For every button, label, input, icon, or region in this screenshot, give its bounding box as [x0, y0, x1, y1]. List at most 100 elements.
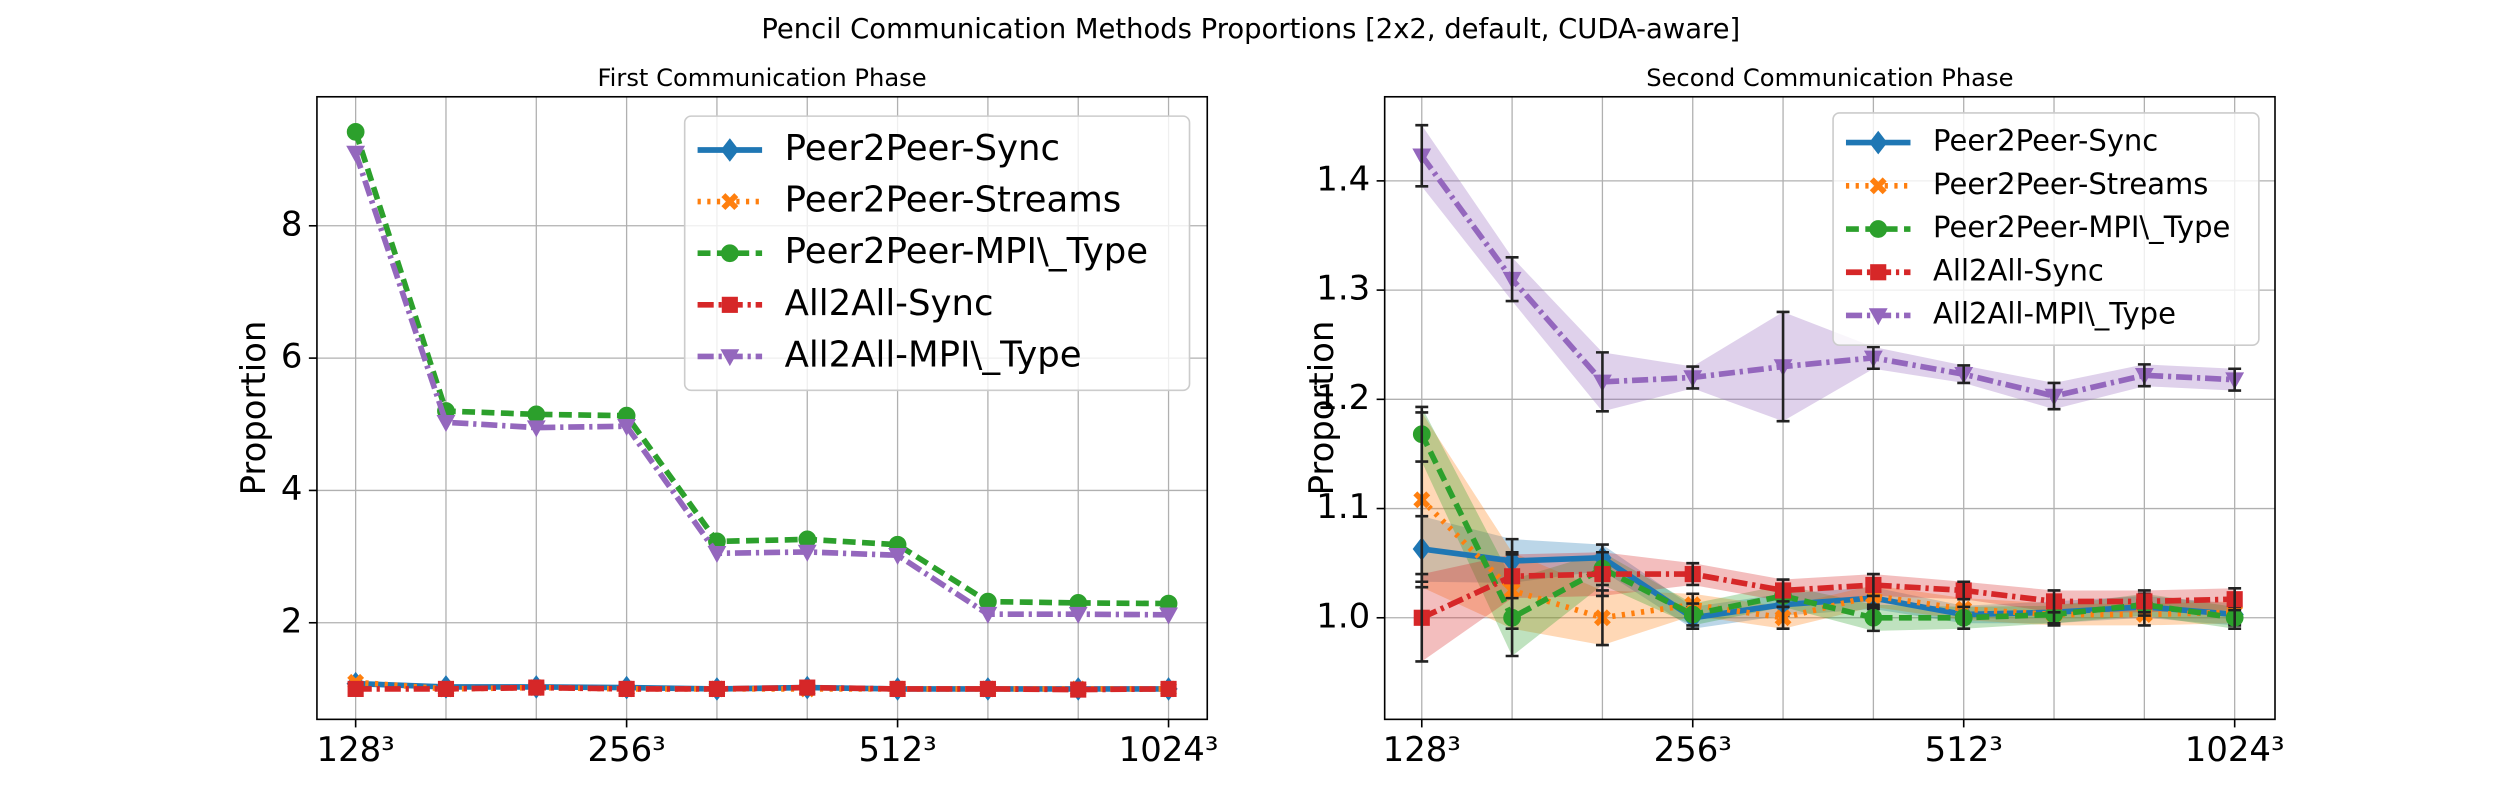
error-bar	[1686, 365, 1700, 390]
point	[978, 606, 998, 624]
point	[799, 679, 816, 696]
point	[436, 415, 456, 433]
x-tick-label: 1024³	[2185, 730, 2285, 769]
error-bar	[2047, 589, 2061, 614]
legend-marker	[1869, 177, 1887, 195]
axes-frame	[1383, 95, 2276, 721]
point	[1159, 607, 1178, 625]
legend-marker	[1869, 220, 1888, 238]
error-bar	[1957, 580, 1971, 601]
legend-marker	[720, 244, 739, 263]
x-tick-label: 256³	[1654, 730, 1732, 769]
y-axis-label: Proportion	[1302, 321, 1341, 496]
point	[527, 405, 546, 424]
error-bar	[1415, 572, 1429, 663]
error-bar	[1686, 602, 1700, 627]
legend-marker	[1868, 308, 1888, 326]
point	[708, 680, 725, 697]
error-bar	[1686, 561, 1700, 587]
error-bar	[1595, 550, 1609, 598]
axes-title: First Communication Phase	[598, 64, 927, 92]
series-line	[1420, 571, 2235, 621]
legend-label: All2All-Sync	[1933, 253, 2104, 287]
y-tick-label: 4	[281, 469, 303, 508]
point	[1070, 681, 1087, 698]
y-tick-label: 6	[281, 337, 303, 376]
point	[617, 419, 637, 436]
legend-label: Peer2Peer-Sync	[785, 128, 1060, 169]
x-tick-label: 128³	[317, 730, 395, 769]
legend-label: All2All-Sync	[785, 283, 994, 324]
point	[618, 680, 635, 697]
point	[1160, 680, 1177, 697]
x-tick-label: 512³	[858, 730, 936, 769]
point	[526, 420, 546, 438]
error-bar	[1595, 351, 1609, 413]
point	[1068, 606, 1088, 624]
y-tick-label: 2	[281, 601, 303, 640]
error-band	[1421, 406, 2235, 657]
series-line	[355, 684, 1169, 693]
error-bar	[1505, 256, 1519, 303]
y-axis-label: Proportion	[234, 321, 273, 496]
y-tick-label: 1.4	[1316, 159, 1370, 198]
legend-marker	[1870, 264, 1887, 281]
x-tick-label: 256³	[588, 730, 666, 769]
point	[437, 680, 455, 697]
legend-marker	[721, 193, 739, 211]
y-tick-label: 1.0	[1316, 596, 1370, 635]
error-bar	[1415, 405, 1429, 463]
legend-label: All2All-MPI\_Type	[1933, 296, 2176, 330]
error-bar	[2047, 381, 2061, 411]
error-bar	[1776, 578, 1790, 603]
point	[528, 679, 545, 696]
y-tick-label: 1.3	[1316, 269, 1370, 308]
legend-marker	[1869, 130, 1888, 155]
point	[979, 680, 996, 697]
series-line	[1419, 433, 2236, 622]
point	[797, 544, 817, 562]
axes-frame	[316, 95, 1209, 721]
figure-title: Pencil Communication Methods Proportions…	[761, 14, 1740, 45]
axes-title: Second Communication Phase	[1646, 64, 2013, 92]
error-bar	[2228, 586, 2242, 612]
legend-label: Peer2Peer-Sync	[1933, 124, 2158, 158]
point	[888, 548, 908, 565]
series-line	[352, 130, 1169, 607]
error-bar	[2137, 589, 2151, 614]
y-tick-label: 8	[281, 204, 303, 243]
legend-marker	[720, 349, 740, 367]
y-tick-label: 1.2	[1316, 378, 1370, 417]
series-line	[1419, 154, 2235, 399]
y-tick-label: 1.1	[1316, 487, 1370, 526]
error-bar	[1957, 364, 1971, 385]
legend-box	[683, 115, 1191, 392]
error-band	[1421, 412, 2235, 646]
error-bar	[1866, 572, 1880, 598]
legend-label: Peer2Peer-MPI\_Type	[785, 231, 1148, 272]
legend-box	[1832, 112, 2260, 346]
error-bar	[2137, 363, 2151, 388]
legend-label: Peer2Peer-Streams	[1933, 167, 2208, 201]
error-bar	[1415, 123, 1429, 188]
point	[347, 680, 364, 697]
error-bar	[1957, 605, 1971, 630]
error-bar	[1866, 345, 1880, 371]
error-bar	[2228, 367, 2242, 392]
x-tick-label: 128³	[1383, 730, 1461, 769]
x-tick-label: 512³	[1925, 730, 2003, 769]
legend-marker	[720, 138, 739, 162]
error-bar	[1776, 310, 1790, 423]
point	[889, 680, 906, 697]
legend-label: Peer2Peer-Streams	[785, 180, 1122, 221]
point	[707, 546, 727, 564]
error-bar	[1866, 603, 1880, 633]
series-line	[352, 152, 1169, 618]
point	[346, 145, 366, 163]
legend-label: Peer2Peer-MPI\_Type	[1933, 210, 2230, 244]
x-tick-label: 1024³	[1119, 730, 1219, 769]
point	[346, 122, 365, 141]
legend-label: All2All-MPI\_Type	[785, 334, 1082, 375]
series-line	[1419, 497, 2235, 621]
